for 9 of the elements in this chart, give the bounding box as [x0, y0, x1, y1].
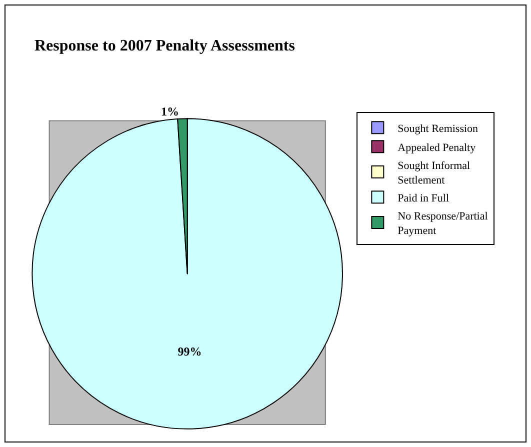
legend-label: Paid in Full [398, 192, 450, 204]
data-label: 99% [178, 344, 202, 358]
legend-label: Sought Informal Settlement [398, 160, 470, 186]
pie-slice [32, 118, 343, 430]
legend-label: No Response/Partial Payment [398, 210, 488, 237]
chart-title: Response to 2007 Penalty Assessments [34, 37, 295, 54]
legend-label: Sought Remission [398, 122, 479, 135]
data-label: 1% [160, 104, 179, 119]
legend-label: Appealed Penalty [398, 142, 476, 154]
